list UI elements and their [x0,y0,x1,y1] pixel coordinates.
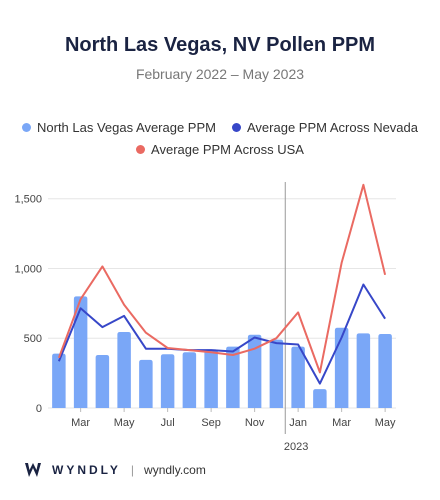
x-tick-label: Mar [332,417,351,429]
y-tick-label: 0 [36,403,42,415]
y-tick-label: 1,500 [14,194,42,206]
x-tick-label: Jul [161,417,175,429]
x-tick-label: Jan [289,417,307,429]
legend-swatch-bars [22,122,31,132]
x-tick-label: May [114,417,135,429]
footer-separator: | [130,463,135,477]
bar [182,352,197,408]
legend-label-north-las-vegas: North Las Vegas Average PPM [37,119,216,135]
bar [204,349,218,408]
y-tick-label: 500 [24,333,42,345]
x-tick-label: Mar [71,417,90,429]
bar [269,339,284,408]
legend-swatch-nevada [231,122,241,132]
bar [52,353,66,408]
x-tick-label: Nov [245,417,265,429]
legend-label-usa: Average PPM Across USA [151,141,304,157]
year-label: 2023 [284,441,308,453]
legend-item-nevada: Average PPM Across Nevada [231,119,418,135]
chart-area: 0 500 1,000 1,500 Mar May Jul Sep Nov Jan Mar May 20… [14,182,396,453]
x-tick-label: May [375,417,396,429]
x-tick-label: Sep [201,417,221,429]
bar [160,354,175,408]
bar [334,327,349,408]
chart-title: North Las Vegas, NV Pollen PPM [64,34,376,56]
legend-item-usa: Average PPM Across USA [136,142,304,157]
y-tick-label: 1,000 [14,263,42,275]
series-line-nevada [57,283,386,385]
bar [139,359,153,408]
brand-name: WYNDLY [52,463,121,477]
bar [378,334,392,408]
bar [313,389,327,408]
bar [95,354,110,408]
legend: North Las Vegas Average PPM Average PPM … [0,116,440,160]
legend-label-nevada: Average PPM Across Nevada [246,119,418,135]
series-line-usa [57,183,387,374]
wyndly-logo-icon [25,463,41,477]
bar [226,346,240,408]
bar [73,296,88,408]
chart-subtitle: February 2022 – May 2023 [135,66,305,82]
bar [247,334,262,408]
bar [291,346,305,408]
site-url[interactable]: wyndly.com [144,463,206,477]
footer: WYNDLY | wyndly.com [24,461,206,479]
legend-item-north-las-vegas: North Las Vegas Average PPM [22,120,216,135]
legend-swatch-usa [136,144,146,154]
bar [117,331,131,408]
bar [356,333,371,408]
